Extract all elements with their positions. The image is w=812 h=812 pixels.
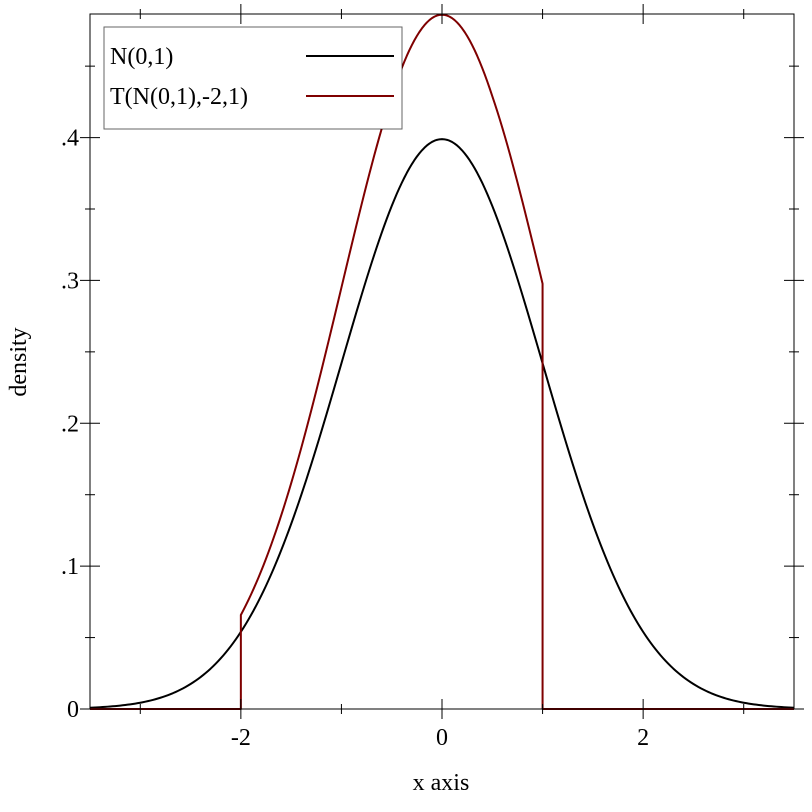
axes: -2 0 2 0 .1 .2 .3 .4 <box>61 4 804 751</box>
y-tick-label: .3 <box>61 268 79 294</box>
y-axis-label: density <box>6 327 32 396</box>
legend: N(0,1) T(N(0,1),-2,1) <box>103 26 403 130</box>
y-tick-label: .2 <box>61 411 79 437</box>
series-line-normal <box>89 138 795 709</box>
y-tick-label: .4 <box>61 126 79 152</box>
x-tick-label: -2 <box>231 725 251 751</box>
legend-label: N(0,1) <box>110 44 173 70</box>
legend-box <box>103 26 403 130</box>
legend-label: T(N(0,1),-2,1) <box>110 84 248 110</box>
y-tick-label: .1 <box>61 554 79 580</box>
y-tick-label: 0 <box>67 697 79 723</box>
x-tick-label: 0 <box>436 725 448 751</box>
x-tick-label: 2 <box>637 725 649 751</box>
x-axis-label: x axis <box>413 770 470 796</box>
